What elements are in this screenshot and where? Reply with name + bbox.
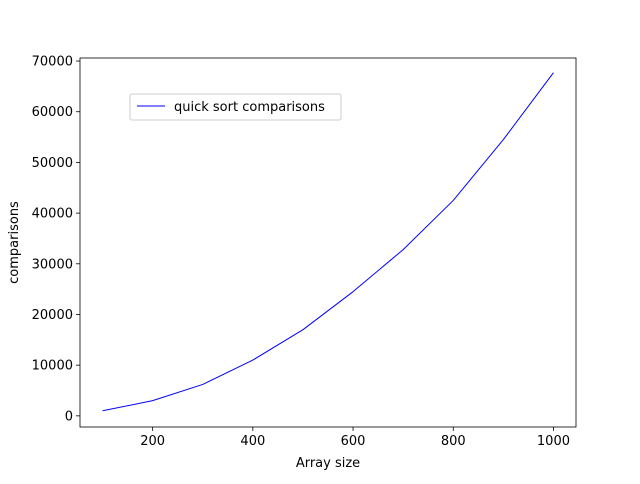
x-tick-label: 600 bbox=[341, 434, 366, 449]
legend: quick sort comparisons bbox=[129, 93, 342, 121]
y-tick-label: 20000 bbox=[32, 308, 73, 323]
x-tick-label: 400 bbox=[240, 434, 265, 449]
y-tick-label: 30000 bbox=[32, 257, 73, 272]
y-tick-label: 50000 bbox=[32, 156, 73, 171]
series-line-quick-sort bbox=[102, 72, 554, 412]
legend-label: quick sort comparisons bbox=[174, 100, 325, 115]
y-tick-label: 0 bbox=[65, 409, 73, 424]
x-axis-ticks: 200 400 600 800 1000 bbox=[140, 427, 570, 449]
y-tick-label: 70000 bbox=[32, 55, 73, 70]
y-tick-label: 10000 bbox=[32, 359, 73, 374]
legend-box bbox=[129, 93, 342, 121]
axes: 200 400 600 800 1000 0 10000 20000 30000 40000 50… bbox=[7, 55, 577, 471]
x-tick-label: 1000 bbox=[537, 434, 570, 449]
y-tick-label: 60000 bbox=[32, 105, 73, 120]
y-tick-label: 40000 bbox=[32, 207, 73, 222]
y-axis-label: comparisons bbox=[7, 201, 22, 284]
x-tick-label: 800 bbox=[441, 434, 466, 449]
x-tick-label: 200 bbox=[140, 434, 165, 449]
y-axis-ticks: 0 10000 20000 30000 40000 50000 60000 70000 bbox=[32, 55, 80, 424]
axes-frame bbox=[79, 57, 577, 428]
plot-area bbox=[102, 72, 554, 412]
x-axis-label: Array size bbox=[296, 456, 360, 471]
